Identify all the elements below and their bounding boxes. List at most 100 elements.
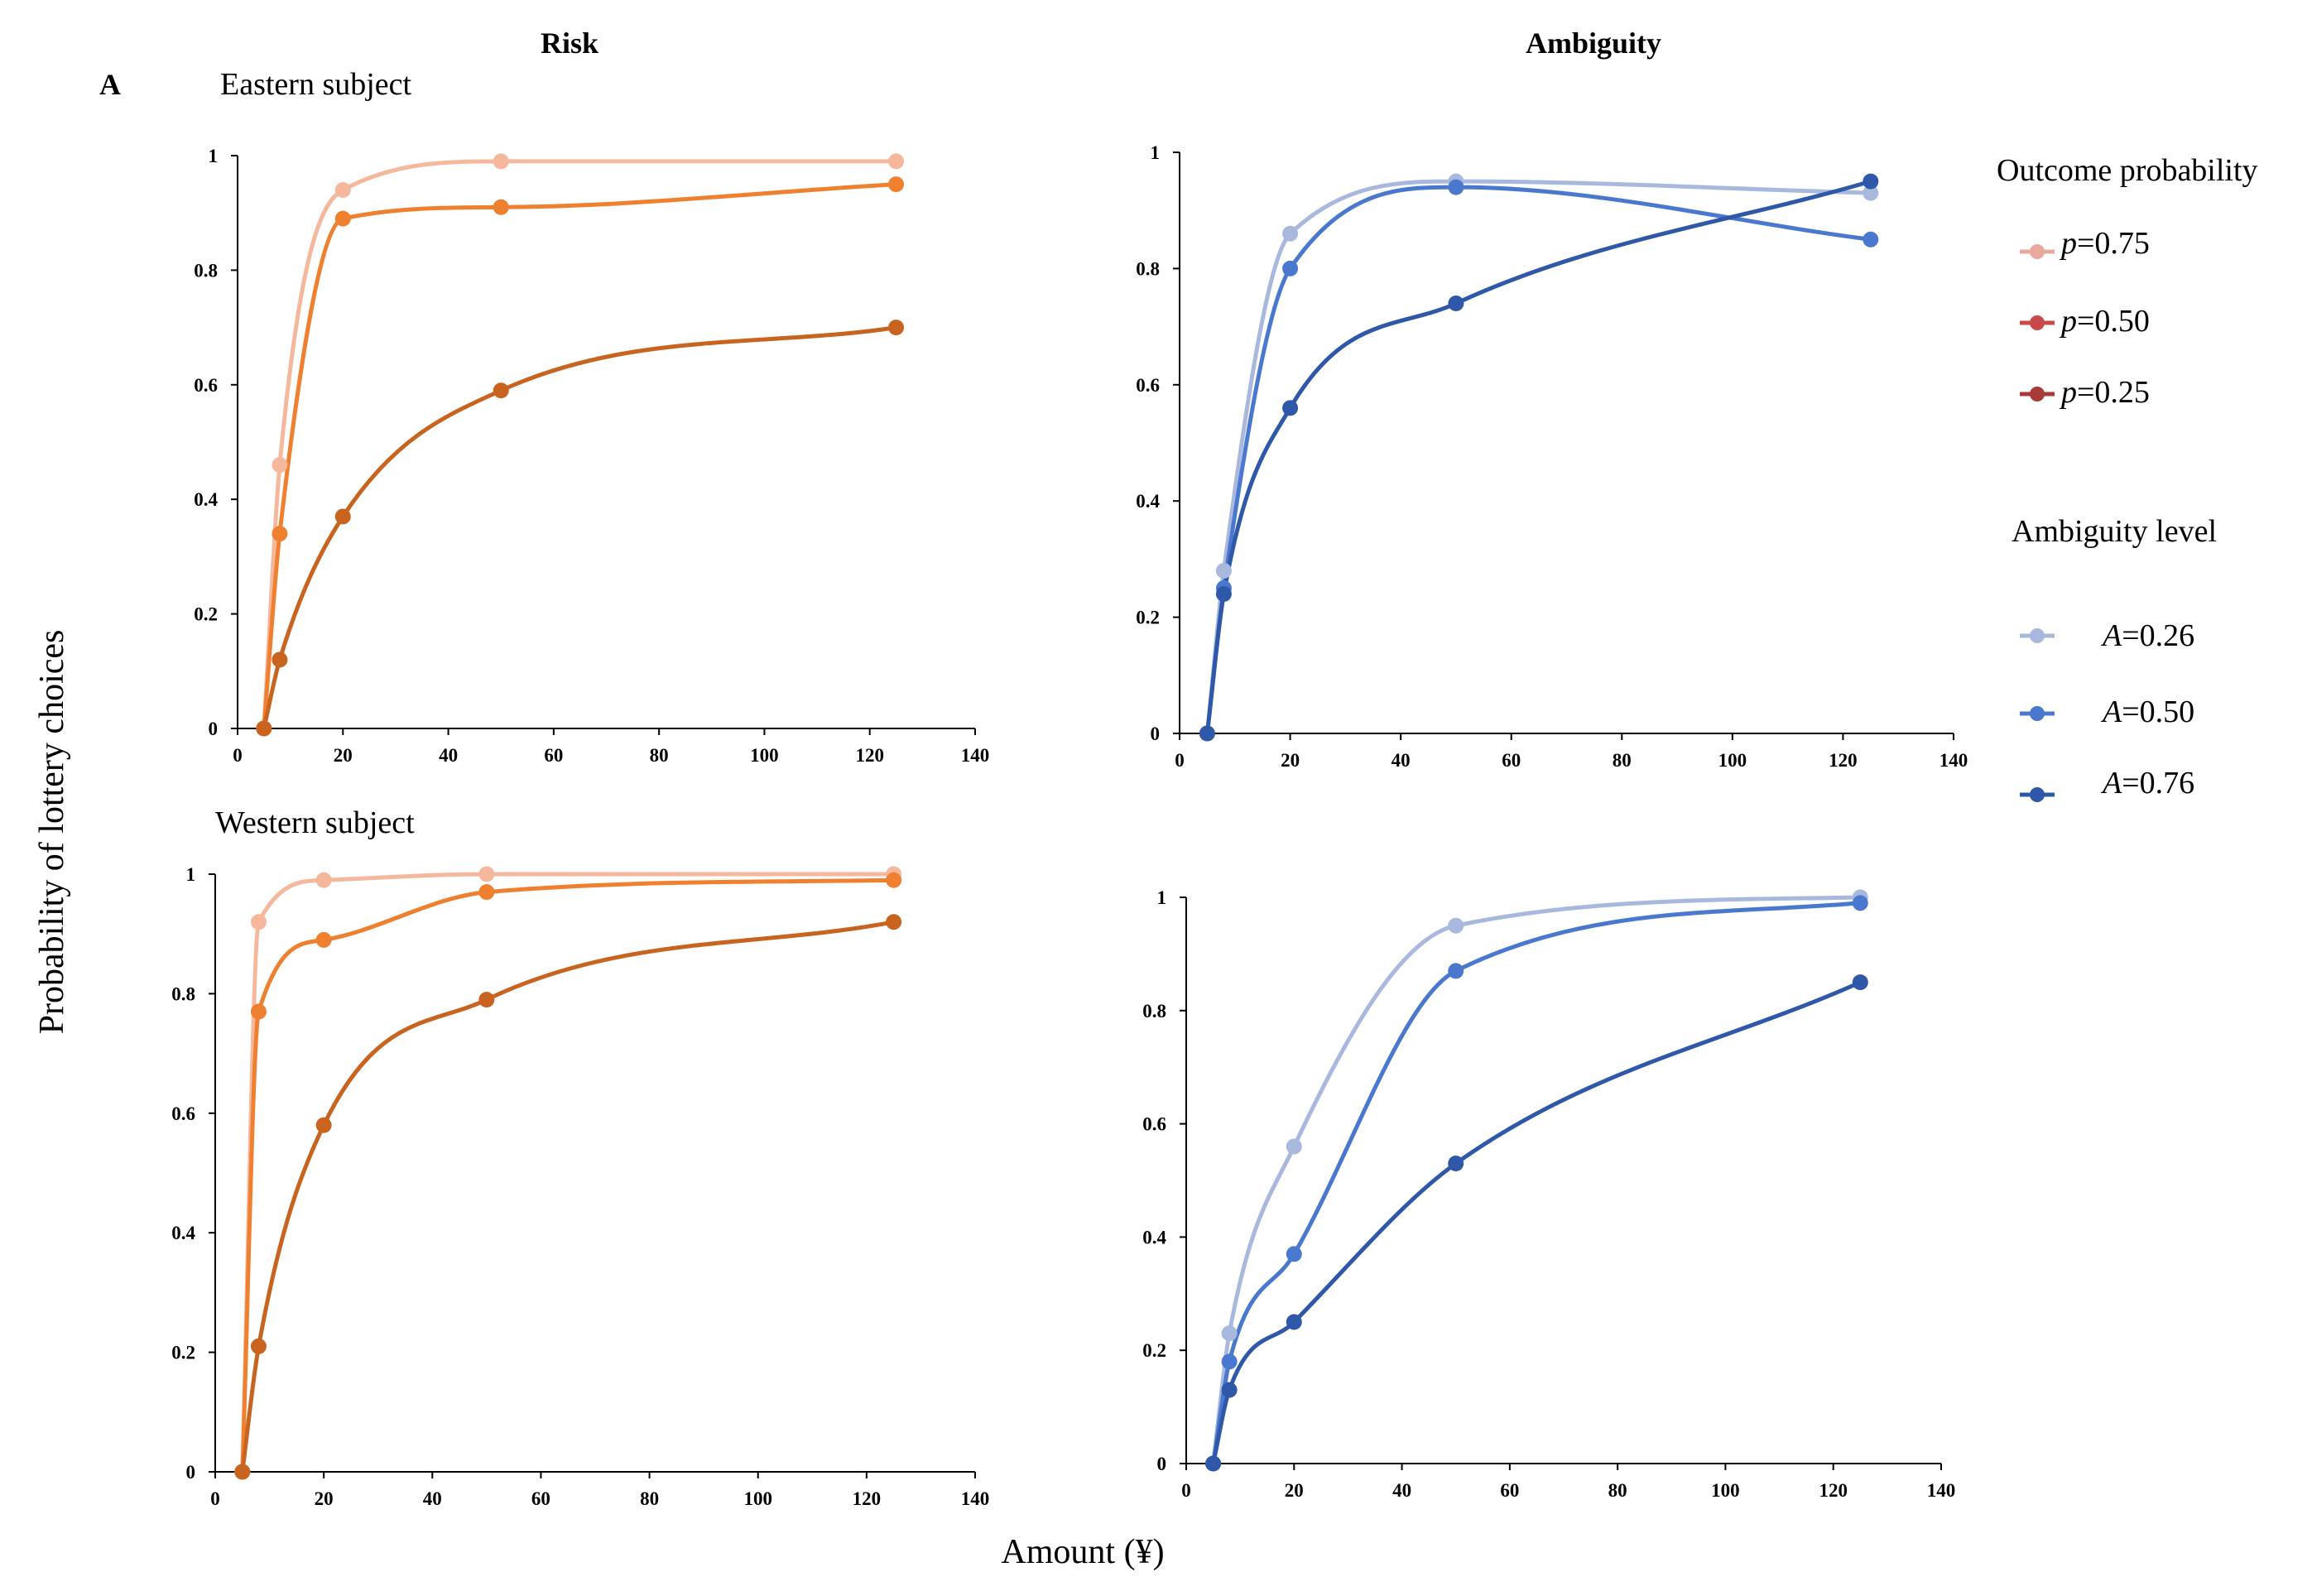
- data-point-A=0.76: [1221, 1382, 1238, 1398]
- x-tick-label: 60: [1500, 1480, 1519, 1501]
- x-tick-label: 120: [1829, 750, 1858, 771]
- y-tick-label: 0.2: [194, 604, 218, 625]
- series-line-A=0.76: [1204, 179, 1873, 736]
- legend-risk-title: Outcome probability: [1997, 153, 2258, 188]
- data-point-p=0.25: [272, 651, 288, 668]
- row-title-eastern: Eastern subject: [220, 67, 412, 102]
- x-tick-label: 0: [1175, 750, 1185, 771]
- data-point-A=0.76: [1205, 1455, 1222, 1472]
- y-tick-label: 0.6: [171, 1103, 195, 1124]
- x-tick-label: 120: [1819, 1480, 1848, 1501]
- x-tick-label: 100: [1711, 1480, 1740, 1501]
- data-point-p=0.25: [315, 1117, 332, 1133]
- data-point-A=0.50: [1221, 1353, 1238, 1370]
- legend-ambiguity-entry: A=0.26: [2020, 618, 2194, 653]
- chart-panel-eastern-risk: 0 20 40 60 80 100 120 140 0 0.2 0.4 0.6 0.8 1: [194, 146, 989, 766]
- x-tick-label: 140: [961, 745, 990, 766]
- y-tick-label: 1: [1151, 142, 1161, 163]
- data-point-A=0.76: [1215, 586, 1232, 603]
- chart-panel-western-ambiguity: 0 20 40 60 80 100 120 140 0 0.2 0.4 0.6 0.8 1: [1142, 887, 1955, 1501]
- x-tick-label: 60: [531, 1488, 550, 1509]
- data-point-A=0.76: [1286, 1314, 1302, 1330]
- svg-text:p=0.25: p=0.25: [2059, 375, 2150, 410]
- data-point-A=0.76: [1852, 974, 1868, 991]
- legend-var: A: [2100, 766, 2122, 800]
- data-point-A=0.26: [1448, 917, 1464, 934]
- x-axis-label: Amount (¥): [1001, 1533, 1164, 1571]
- legend-risk: Outcome probability p=0.75 p=0.50 p=0.25: [1997, 153, 2258, 410]
- data-point-p=0.50: [272, 526, 288, 542]
- y-tick-label: 0.8: [1142, 1001, 1166, 1022]
- data-point-p=0.75: [334, 182, 351, 199]
- chart-panel-western-risk: 0 20 40 60 80 100 120 140 0 0.2 0.4 0.6 0.8 1: [171, 864, 989, 1509]
- data-point-p=0.50: [315, 931, 332, 948]
- legend-swatch-marker: [2030, 244, 2045, 259]
- y-axis-label: Probability of lottery choices: [33, 630, 71, 1035]
- data-point-p=0.50: [250, 1003, 267, 1020]
- legend-value: =0.25: [2077, 375, 2150, 410]
- x-tick-label: 140: [1939, 750, 1968, 771]
- legend-value: =0.50: [2077, 304, 2150, 339]
- legend-risk-entry: p=0.50: [2020, 304, 2150, 339]
- data-point-p=0.75: [888, 153, 905, 170]
- x-tick-label: 20: [334, 745, 353, 766]
- x-tick-label: 0: [1181, 1480, 1191, 1501]
- series-line-A=0.26: [1204, 179, 1873, 736]
- y-tick-label: 0.8: [171, 983, 195, 1004]
- data-point-A=0.26: [1221, 1325, 1238, 1342]
- data-point-A=0.50: [1863, 231, 1879, 248]
- data-point-p=0.25: [256, 720, 272, 737]
- data-point-p=0.75: [250, 914, 267, 930]
- series-line-p=0.75: [240, 872, 896, 1474]
- legend-risk-entry: p=0.75: [2020, 226, 2150, 261]
- data-point-A=0.26: [1215, 562, 1232, 579]
- data-point-A=0.50: [1282, 260, 1299, 276]
- y-tick-label: 0.4: [171, 1223, 195, 1243]
- series-line-A=0.50: [1211, 901, 1863, 1466]
- x-tick-label: 60: [1502, 750, 1521, 771]
- data-point-p=0.25: [334, 508, 351, 525]
- svg-text:A=0.76: A=0.76: [2100, 766, 2194, 800]
- y-tick-label: 1: [186, 864, 196, 885]
- x-tick-label: 80: [650, 745, 669, 766]
- y-tick-label: 1: [209, 146, 219, 166]
- svg-text:p=0.50: p=0.50: [2059, 304, 2150, 339]
- legend-swatch-marker: [2030, 387, 2045, 401]
- legend-risk-entry: p=0.25: [2020, 375, 2150, 410]
- data-point-A=0.50: [1448, 179, 1464, 195]
- legend-var: p: [2059, 304, 2077, 339]
- x-tick-label: 60: [544, 745, 563, 766]
- legend-swatch-marker: [2030, 787, 2045, 802]
- x-tick-label: 80: [1608, 1480, 1627, 1501]
- x-tick-label: 100: [743, 1488, 772, 1509]
- data-point-A=0.50: [1448, 963, 1464, 979]
- x-tick-label: 80: [1613, 750, 1632, 771]
- data-point-p=0.50: [493, 199, 509, 215]
- x-tick-label: 20: [1281, 750, 1300, 771]
- x-tick-label: 140: [1927, 1480, 1956, 1501]
- y-tick-label: 1: [1157, 887, 1167, 908]
- data-point-p=0.50: [886, 872, 902, 888]
- data-point-A=0.50: [1852, 895, 1868, 911]
- x-tick-label: 0: [210, 1488, 220, 1509]
- legend-ambiguity-title: Ambiguity level: [2012, 514, 2217, 549]
- data-point-p=0.25: [888, 320, 905, 336]
- legend-swatch-marker: [2030, 706, 2045, 721]
- y-tick-label: 0.6: [1136, 375, 1160, 396]
- x-tick-label: 40: [1392, 1480, 1411, 1501]
- data-point-p=0.75: [478, 866, 495, 882]
- y-tick-label: 0.2: [1142, 1340, 1166, 1361]
- legend-value: =0.50: [2122, 695, 2194, 729]
- x-tick-label: 20: [1285, 1480, 1304, 1501]
- x-tick-label: 120: [853, 1488, 882, 1509]
- data-point-A=0.76: [1448, 296, 1464, 312]
- data-point-A=0.26: [1286, 1138, 1302, 1155]
- svg-text:p=0.75: p=0.75: [2059, 226, 2150, 261]
- series-line-p=0.25: [262, 325, 898, 731]
- y-tick-label: 0.2: [171, 1343, 195, 1363]
- data-point-p=0.25: [478, 992, 495, 1008]
- x-tick-label: 40: [423, 1488, 442, 1509]
- col-title-ambiguity: Ambiguity: [1526, 26, 1661, 60]
- y-tick-label: 0.4: [1136, 491, 1160, 512]
- series-line-p=0.25: [240, 920, 896, 1474]
